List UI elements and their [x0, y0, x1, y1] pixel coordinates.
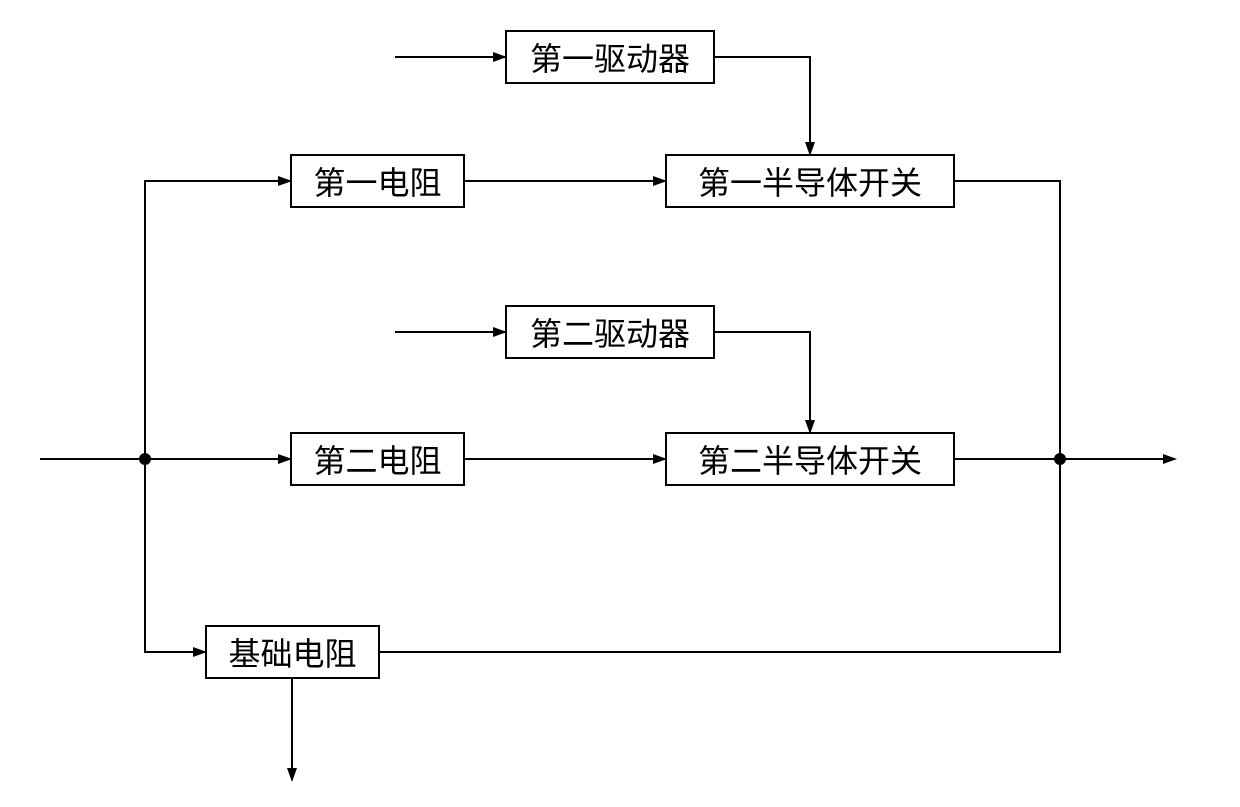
wiring-layer: [0, 0, 1240, 807]
wire-driver2-to-switch2: [715, 332, 810, 432]
box-switch1: 第一半导体开关: [665, 154, 955, 208]
label-switch2: 第二半导体开关: [698, 436, 922, 482]
junction-left: [139, 453, 151, 465]
box-driver2: 第二驱动器: [505, 305, 715, 359]
box-resistor2: 第二电阻: [290, 432, 465, 486]
box-resistor1: 第一电阻: [290, 154, 465, 208]
box-driver1: 第一驱动器: [505, 30, 715, 84]
label-driver1: 第一驱动器: [530, 34, 690, 80]
wire-driver1-to-switch1: [715, 57, 810, 154]
label-base-res: 基础电阻: [228, 629, 356, 675]
wire-base-res-to-right-junction: [380, 459, 1060, 652]
diagram-canvas: 第一驱动器 第二驱动器 第一电阻 第二电阻 基础电阻 第一半导体开关 第二半导体…: [0, 0, 1240, 807]
wire-left-junction-to-base-res: [145, 459, 205, 652]
label-driver2: 第二驱动器: [530, 309, 690, 355]
label-resistor2: 第二电阻: [313, 436, 441, 482]
wire-left-junction-to-resistor1: [145, 181, 290, 459]
wire-switch1-to-right-junction: [955, 181, 1060, 459]
label-switch1: 第一半导体开关: [698, 158, 922, 204]
junction-right: [1054, 453, 1066, 465]
box-switch2: 第二半导体开关: [665, 432, 955, 486]
box-base-res: 基础电阻: [205, 625, 380, 679]
label-resistor1: 第一电阻: [313, 158, 441, 204]
